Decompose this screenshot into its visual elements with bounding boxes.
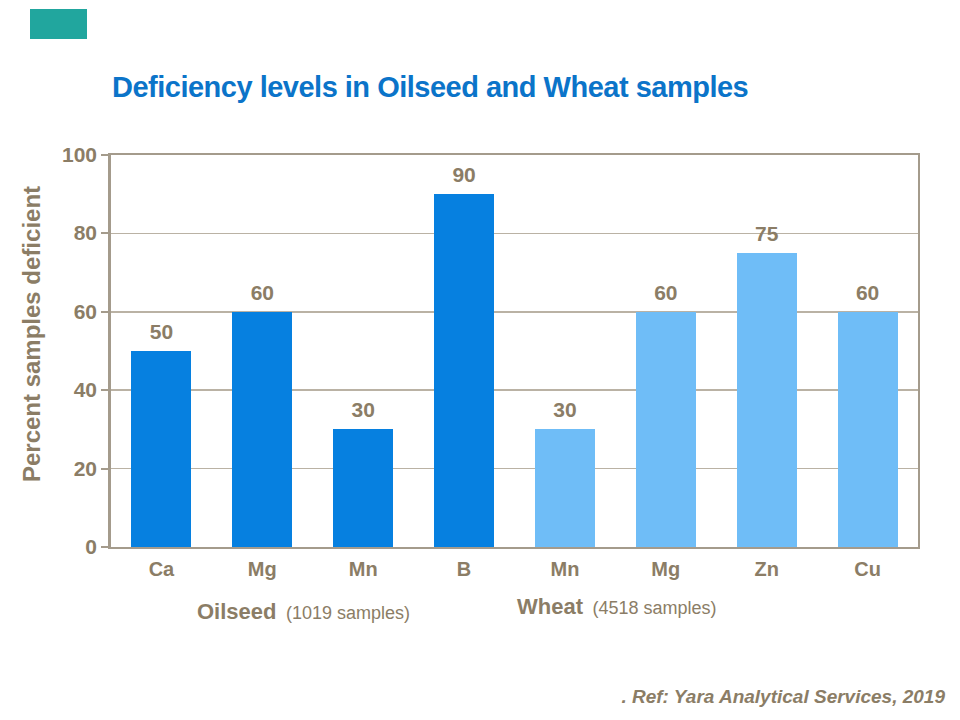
y-tick-40: [101, 389, 110, 391]
bar-value-oilseed-mg: 60: [222, 280, 302, 306]
y-tick-label-20: 20: [37, 457, 97, 481]
y-tick-label-60: 60: [37, 300, 97, 324]
x-label-wheat-mg: Mg: [626, 557, 706, 581]
x-label-oilseed-mg: Mg: [222, 557, 302, 581]
group-note-oilseed: (1019 samples): [281, 603, 410, 623]
bar-value-oilseed-mn: 30: [323, 397, 403, 423]
bar-value-wheat-mn: 30: [525, 397, 605, 423]
y-tick-0: [101, 546, 110, 548]
bar-value-wheat-mg: 60: [626, 280, 706, 306]
plot-area-frame: [108, 153, 920, 549]
bar-oilseed-mg: [232, 312, 292, 547]
x-label-oilseed-b: B: [424, 557, 504, 581]
y-tick-label-0: 0: [37, 535, 97, 559]
bar-value-wheat-zn: 75: [727, 221, 807, 247]
group-name-wheat: Wheat: [517, 594, 583, 619]
y-tick-60: [101, 311, 110, 313]
bar-oilseed-ca: [131, 351, 191, 547]
y-tick-20: [101, 468, 110, 470]
bar-value-oilseed-b: 90: [424, 162, 504, 188]
bar-wheat-mg: [636, 312, 696, 547]
group-label-oilseed: Oilseed (1019 samples): [197, 599, 410, 625]
y-tick-80: [101, 232, 110, 234]
y-tick-100: [101, 154, 110, 156]
bar-wheat-mn: [535, 429, 595, 547]
x-label-oilseed-mn: Mn: [323, 557, 403, 581]
group-label-wheat: Wheat (4518 samples): [517, 594, 717, 620]
brand-corner-mark: [30, 9, 87, 39]
reference-text: . Ref: Yara Analytical Services, 2019: [621, 686, 945, 708]
slide: Deficiency levels in Oilseed and Wheat s…: [0, 0, 960, 720]
x-label-wheat-zn: Zn: [727, 557, 807, 581]
x-label-wheat-cu: Cu: [828, 557, 908, 581]
group-name-oilseed: Oilseed: [197, 599, 276, 624]
x-label-oilseed-ca: Ca: [121, 557, 201, 581]
y-tick-label-100: 100: [37, 143, 97, 167]
y-tick-label-80: 80: [37, 221, 97, 245]
x-label-wheat-mn: Mn: [525, 557, 605, 581]
bar-oilseed-b: [434, 194, 494, 547]
y-tick-label-40: 40: [37, 378, 97, 402]
bar-value-oilseed-ca: 50: [121, 319, 201, 345]
bar-oilseed-mn: [333, 429, 393, 547]
chart-title: Deficiency levels in Oilseed and Wheat s…: [112, 71, 872, 104]
bar-value-wheat-cu: 60: [828, 280, 908, 306]
bar-wheat-cu: [838, 312, 898, 547]
bar-wheat-zn: [737, 253, 797, 547]
group-note-wheat: (4518 samples): [587, 598, 716, 618]
